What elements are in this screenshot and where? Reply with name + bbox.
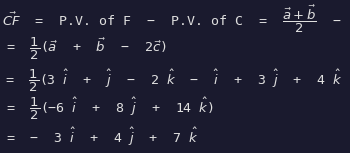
Text: =  $\dfrac{1}{2}$($\vec{a}$  +  $\vec{b}$  −  2$\vec{c}$): = $\dfrac{1}{2}$($\vec{a}$ + $\vec{b}$ −… xyxy=(6,36,167,62)
Text: =  −  3 $\hat{i}$  +  4 $\hat{j}$  +  7 $\hat{k}$: = − 3 $\hat{i}$ + 4 $\hat{j}$ + 7 $\hat{… xyxy=(6,126,200,148)
Text: $\vec{CF}$  =  P.V. of F  −  P.V. of C  =  $\dfrac{\vec{a}+\vec{b}}{2}$  −  $\ve: $\vec{CF}$ = P.V. of F − P.V. of C = $\d… xyxy=(2,3,350,35)
Text: =  $\dfrac{1}{2}$(−6 $\hat{i}$  +  8 $\hat{j}$  +  14 $\hat{k}$): = $\dfrac{1}{2}$(−6 $\hat{i}$ + 8 $\hat{… xyxy=(6,95,214,122)
Text: =  $\dfrac{1}{2}$(3 $\hat{i}$  +  $\hat{j}$  −  2 $\hat{k}$  −  $\hat{i}$  +  3 : = $\dfrac{1}{2}$(3 $\hat{i}$ + $\hat{j}$… xyxy=(5,67,350,93)
